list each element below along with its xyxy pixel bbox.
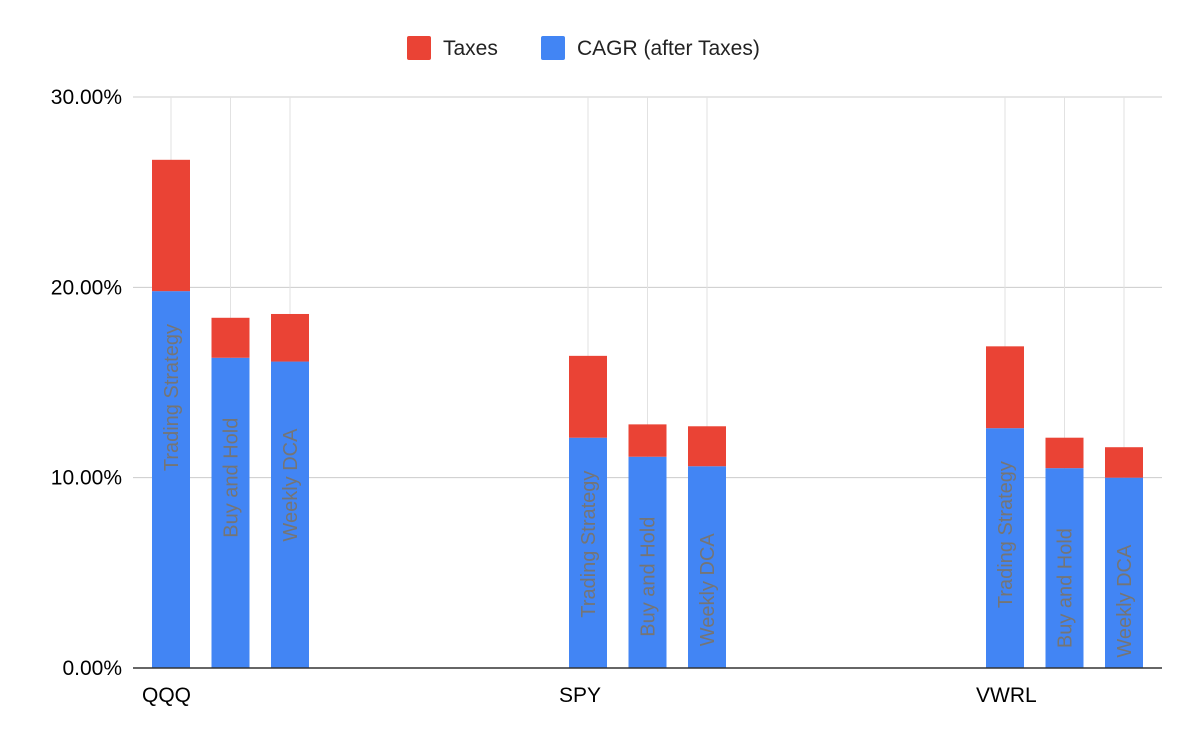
bar-spy-buy-and-hold-cagr-after-taxes[interactable]	[628, 456, 667, 668]
x-category-label-vwrl: VWRL	[976, 684, 1037, 707]
bar-qqq-trading-strategy-cagr-after-taxes[interactable]	[152, 291, 190, 668]
bar-qqq-weekly-dca-cagr-after-taxes[interactable]	[271, 361, 309, 668]
bar-label-vwrl-buy-and-hold: Buy and Hold	[1055, 528, 1077, 648]
y-tick-label: 30.00%	[51, 86, 122, 109]
y-tick-label: 10.00%	[51, 467, 122, 490]
x-category-label-qqq: QQQ	[142, 684, 191, 707]
bar-spy-weekly-dca-cagr-after-taxes[interactable]	[688, 466, 726, 668]
bar-label-qqq-trading-strategy: Trading Strategy	[161, 324, 183, 471]
bar-vwrl-trading-strategy-cagr-after-taxes[interactable]	[986, 428, 1024, 668]
bar-spy-weekly-dca-taxes[interactable]	[688, 426, 726, 467]
bar-label-spy-weekly-dca: Weekly DCA	[697, 533, 719, 647]
y-axis: 0.00% 10.00% 20.00% 30.00%	[51, 86, 122, 680]
bar-vwrl-buy-and-hold-taxes[interactable]	[1045, 437, 1084, 469]
bar-spy-buy-and-hold-taxes[interactable]	[628, 424, 667, 457]
bar-label-qqq-weekly-dca: Weekly DCA	[280, 428, 302, 542]
bar-qqq-buy-and-hold-cagr-after-taxes[interactable]	[211, 357, 250, 668]
bar-vwrl-trading-strategy-taxes[interactable]	[986, 346, 1024, 429]
bar-qqq-weekly-dca-taxes[interactable]	[271, 313, 309, 362]
legend-swatch-cagr-after-taxes[interactable]	[541, 36, 565, 60]
legend: Taxes CAGR (after Taxes)	[407, 36, 760, 60]
bar-vwrl-weekly-dca-taxes[interactable]	[1105, 447, 1143, 478]
bar-spy-trading-strategy-cagr-after-taxes[interactable]	[569, 437, 607, 668]
bar-qqq-trading-strategy-taxes[interactable]	[152, 159, 190, 292]
bar-label-vwrl-trading-strategy: Trading Strategy	[995, 461, 1017, 608]
bar-label-spy-trading-strategy: Trading Strategy	[578, 471, 600, 618]
bar-vwrl-weekly-dca-cagr-after-taxes[interactable]	[1105, 477, 1143, 668]
legend-label-cagr-after-taxes[interactable]: CAGR (after Taxes)	[577, 37, 760, 60]
bar-label-vwrl-weekly-dca: Weekly DCA	[1114, 544, 1136, 658]
bar-spy-trading-strategy-taxes[interactable]	[569, 355, 607, 438]
bar-vwrl-buy-and-hold-cagr-after-taxes[interactable]	[1045, 468, 1084, 668]
x-axis: QQQ SPY VWRL	[133, 667, 1162, 707]
y-tick-label: 0.00%	[62, 657, 122, 680]
bar-label-qqq-buy-and-hold: Buy and Hold	[221, 418, 243, 538]
bar-qqq-buy-and-hold-taxes[interactable]	[211, 317, 250, 358]
bars: Trading Strategy Buy and Hold Weekly DCA Tr…	[152, 159, 1143, 668]
legend-label-taxes[interactable]: Taxes	[443, 37, 498, 60]
legend-swatch-taxes[interactable]	[407, 36, 431, 60]
bar-label-spy-buy-and-hold: Buy and Hold	[638, 517, 660, 637]
x-category-label-spy: SPY	[559, 684, 601, 707]
y-tick-label: 20.00%	[51, 276, 122, 299]
